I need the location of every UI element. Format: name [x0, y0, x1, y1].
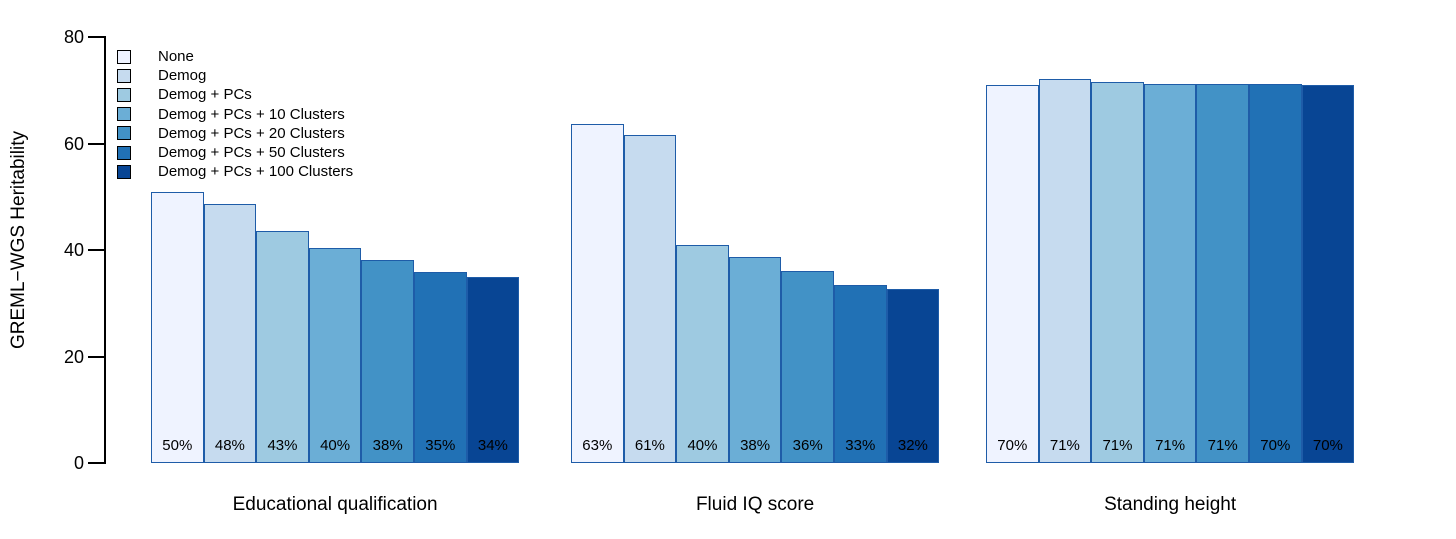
bar: 40%: [308, 248, 362, 463]
legend-label: Demog + PCs: [158, 86, 252, 104]
y-axis-tick-label: 40: [63, 240, 84, 260]
bar: 32%: [886, 288, 940, 463]
bar: 71%: [1091, 81, 1144, 463]
bar: 40%: [676, 245, 729, 463]
bar: 38%: [728, 256, 782, 463]
y-axis-line: [104, 36, 106, 464]
bar-value-label: 38%: [372, 436, 403, 454]
bar-value-label: 71%: [1207, 436, 1238, 454]
bar: 71%: [1196, 83, 1249, 463]
bar: 43%: [256, 230, 309, 463]
y-axis-tick-label: 60: [63, 133, 84, 154]
y-axis-tick-label: 80: [63, 27, 84, 47]
bar-value-label: 33%: [845, 436, 876, 454]
bar: 50%: [151, 192, 204, 463]
legend-item: Demog: [117, 66, 353, 85]
bar-value-label: 70%: [1312, 436, 1343, 454]
legend-label: Demog + PCs + 10 Clusters: [158, 105, 345, 123]
bar-value-label: 36%: [792, 436, 823, 454]
y-axis-tick: [88, 249, 105, 251]
bar: 33%: [834, 285, 887, 463]
legend-swatch: [117, 126, 131, 141]
bar: 71%: [1038, 79, 1092, 463]
bar-value-label: 35%: [425, 436, 456, 454]
bar: 71%: [1143, 83, 1197, 463]
bar-value-label: 61%: [634, 436, 665, 454]
bar-value-label: 63%: [582, 436, 613, 454]
bar-value-label: 38%: [740, 436, 771, 454]
legend-label: None: [158, 48, 194, 66]
bar-value-label: 71%: [1049, 436, 1080, 454]
y-axis-title: GREML−WGS Heritability: [8, 130, 29, 350]
y-axis-tick: [88, 355, 105, 358]
legend-swatch: [117, 145, 131, 160]
bar-value-label: 34%: [477, 436, 508, 454]
bar-value-label: 43%: [267, 436, 298, 454]
y-axis-tick-label: 0: [73, 453, 84, 473]
y-axis-tick: [88, 36, 105, 38]
legend-item: Demog + PCs + 100 Clusters: [117, 162, 353, 181]
legend-label: Demog + PCs + 20 Clusters: [158, 124, 345, 142]
bar: 63%: [571, 123, 624, 463]
legend: None Demog Demog + PCs Demog + PCs + 10 …: [117, 47, 353, 181]
bar: 34%: [466, 277, 520, 463]
bar-value-label: 40%: [320, 436, 351, 454]
legend-item: Demog + PCs + 50 Clusters: [117, 143, 353, 162]
bar-value-label: 40%: [687, 436, 718, 454]
y-axis-tick-label: 20: [63, 346, 84, 367]
legend-item: Demog + PCs: [117, 85, 353, 104]
legend-item: Demog + PCs + 10 Clusters: [117, 105, 353, 124]
bar: 38%: [361, 259, 414, 463]
legend-label: Demog + PCs + 100 Clusters: [158, 163, 354, 181]
bar-value-label: 70%: [1260, 436, 1291, 454]
bar: 61%: [623, 134, 677, 463]
legend-item: None: [117, 47, 353, 66]
legend-item: Demog + PCs + 20 Clusters: [117, 124, 353, 143]
bar: 35%: [414, 272, 467, 463]
bar: 70%: [1249, 84, 1302, 463]
bar: 70%: [986, 85, 1039, 463]
x-axis-group-label: Fluid IQ score: [695, 494, 815, 515]
legend-swatch: [117, 107, 131, 122]
bar: 70%: [1301, 85, 1355, 463]
y-axis-tick: [88, 142, 105, 145]
bar-value-label: 71%: [1155, 436, 1186, 454]
legend-label: Demog + PCs + 50 Clusters: [158, 144, 345, 162]
legend-swatch: [117, 68, 131, 83]
legend-swatch: [117, 49, 131, 64]
bar: 48%: [203, 204, 257, 463]
bar-value-label: 71%: [1102, 436, 1133, 454]
bar-value-label: 32%: [897, 436, 928, 454]
legend-swatch: [117, 87, 131, 102]
legend-label: Demog: [158, 67, 207, 85]
bar-value-label: 50%: [162, 436, 193, 454]
legend-swatch: [117, 164, 131, 179]
bar-value-label: 48%: [214, 436, 245, 454]
bar-value-label: 70%: [997, 436, 1028, 454]
y-axis-tick: [88, 462, 105, 464]
bar: 36%: [781, 271, 834, 463]
x-axis-group-label: Educational qualification: [232, 494, 438, 515]
x-axis-group-label: Standing height: [1104, 494, 1237, 515]
